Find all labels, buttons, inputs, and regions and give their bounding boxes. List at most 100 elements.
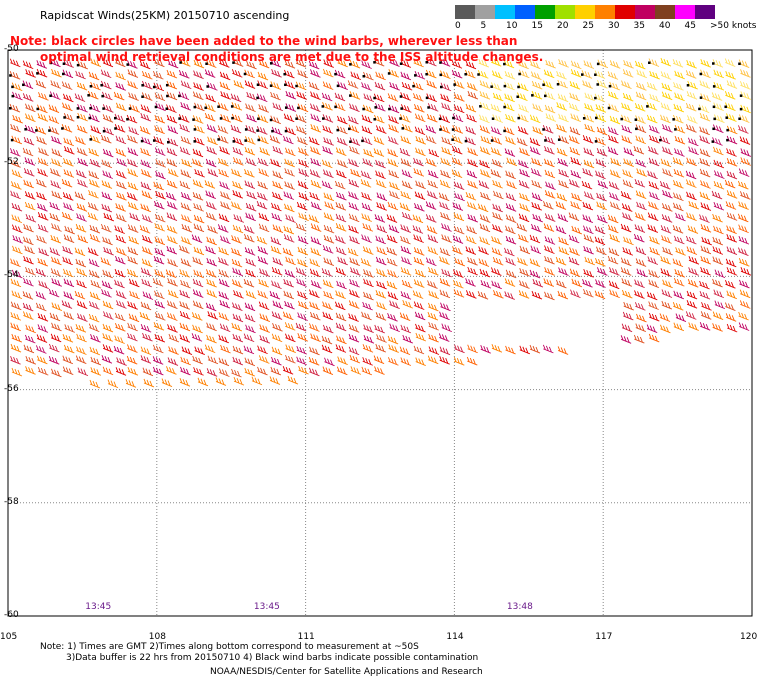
wind-barb — [140, 104, 152, 113]
wind-barb — [570, 60, 582, 70]
wind-barb — [674, 135, 686, 145]
wind-barb — [256, 200, 268, 210]
wind-barb — [361, 82, 372, 91]
wind-barb — [192, 91, 204, 100]
wind-barb — [387, 291, 399, 300]
wind-barb — [217, 125, 229, 134]
wind-barb — [193, 59, 205, 69]
wind-barb — [400, 224, 411, 233]
wind-barb — [25, 213, 37, 223]
wind-barb — [127, 268, 138, 278]
wind-barb — [116, 180, 127, 190]
wind-barb — [687, 225, 699, 234]
wind-barb — [594, 93, 606, 103]
wind-barb — [62, 69, 74, 79]
footer-credit: NOAA/NESDIS/Center for Satellite Applica… — [210, 667, 483, 677]
wind-barb — [373, 93, 385, 103]
wind-barb — [583, 288, 594, 298]
wind-barb — [12, 235, 24, 244]
wind-barb — [284, 60, 296, 69]
x-tick-label: 117 — [595, 632, 613, 642]
wind-barb — [11, 290, 23, 300]
wind-barb — [192, 300, 204, 310]
wind-barb — [532, 103, 543, 113]
wind-barb — [243, 278, 255, 288]
wind-barb — [9, 103, 21, 113]
wind-barb — [49, 212, 61, 222]
wind-barb — [480, 135, 492, 145]
wind-barb — [141, 246, 153, 256]
wind-barb — [152, 278, 164, 287]
wind-barb — [349, 278, 360, 288]
wind-barb — [308, 81, 320, 91]
wind-barb — [127, 246, 139, 256]
wind-barb — [556, 124, 567, 133]
wind-barb — [505, 136, 516, 145]
wind-barb — [479, 80, 491, 89]
wind-barb — [309, 289, 320, 298]
wind-barb — [595, 257, 606, 267]
wind-barb — [24, 124, 36, 134]
wind-barb — [570, 69, 582, 78]
wind-barb — [712, 256, 723, 265]
wind-barb — [103, 246, 114, 256]
wind-barb — [101, 159, 113, 169]
wind-barb — [479, 125, 491, 134]
wind-barb — [88, 189, 99, 199]
wind-barb — [126, 60, 138, 69]
wind-barb — [699, 191, 711, 201]
wind-barb — [179, 322, 191, 332]
wind-barb — [700, 255, 711, 265]
wind-barb — [10, 322, 21, 332]
wind-barb — [207, 136, 218, 146]
wind-barb — [141, 92, 153, 101]
wind-barb — [428, 346, 440, 355]
wind-barb — [24, 157, 36, 166]
wind-barb — [89, 179, 100, 188]
wind-barb — [402, 299, 413, 309]
wind-barb — [505, 345, 516, 355]
wind-barb — [620, 267, 632, 276]
wind-barb — [700, 266, 711, 276]
wind-barb — [270, 245, 282, 255]
map-title: Rapidscat Winds(25KM) 20150710 ascending — [40, 9, 290, 22]
wind-barb — [51, 68, 62, 78]
wind-barb — [220, 91, 231, 100]
wind-barb — [232, 180, 243, 190]
legend-label: 35 — [633, 21, 645, 31]
wind-barb — [218, 246, 229, 256]
wind-barb — [167, 201, 178, 210]
legend-label: 5 — [480, 21, 487, 31]
wind-barb — [582, 279, 593, 288]
wind-barb — [153, 200, 165, 210]
wind-barb — [401, 279, 413, 289]
wind-barb — [451, 145, 463, 155]
wind-barb — [688, 256, 700, 265]
wind-barb — [348, 115, 359, 125]
wind-barb — [465, 191, 477, 201]
wind-barb — [192, 148, 204, 158]
wind-barb — [297, 103, 309, 113]
wind-barb — [386, 214, 398, 223]
wind-barb — [635, 212, 646, 221]
wind-barb — [297, 333, 308, 342]
wind-barb — [673, 192, 684, 202]
wind-barb — [532, 278, 544, 288]
wind-barb — [152, 366, 164, 376]
wind-barb — [37, 212, 49, 221]
wind-barb — [38, 247, 49, 257]
wind-barb — [477, 70, 489, 79]
wind-barb — [596, 246, 607, 256]
wind-barb — [154, 222, 165, 232]
wind-barb — [712, 81, 725, 91]
wind-barb — [439, 289, 451, 299]
wind-barb — [192, 256, 203, 266]
wind-barb — [490, 169, 502, 178]
wind-barb — [125, 379, 137, 388]
wind-barb — [607, 90, 619, 100]
wind-barb — [466, 356, 478, 366]
wind-barb — [649, 125, 660, 134]
wind-barb — [114, 113, 126, 123]
wind-barb — [191, 312, 203, 321]
wind-barb — [490, 136, 503, 145]
